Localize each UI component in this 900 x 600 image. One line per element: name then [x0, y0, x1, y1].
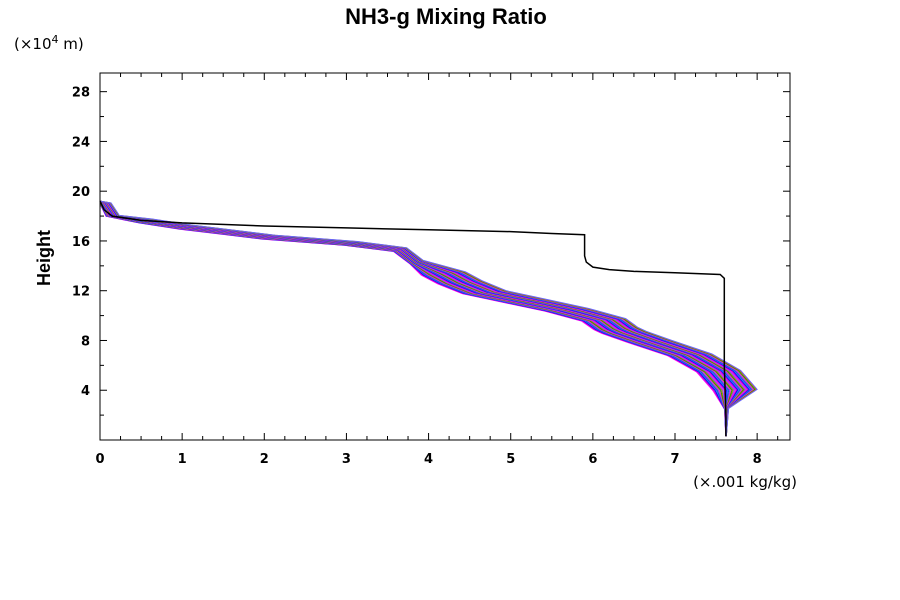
ensemble-series-line [99, 200, 750, 437]
y-axis-label: Height [34, 230, 54, 286]
ensemble-series-line [99, 200, 755, 437]
y-tick-label: 16 [72, 235, 90, 250]
ensemble-series-line [99, 200, 739, 437]
x-axis-unit: (×.001 kg/kg) [693, 473, 797, 491]
ensemble-series-line [99, 200, 747, 437]
x-tick-label: 7 [670, 452, 679, 467]
ensemble-series-line [99, 200, 741, 437]
ensemble-series-line [99, 201, 727, 437]
ensemble-series-line [99, 200, 735, 437]
ensemble-series-line [99, 200, 738, 437]
ensemble-series-line [99, 201, 727, 437]
x-tick-label: 4 [424, 452, 433, 467]
ensemble-series-line [99, 200, 729, 437]
ensemble-series-line [99, 200, 748, 437]
y-axis-unit: (×104 m) [14, 33, 84, 53]
ensemble-series-line [99, 200, 740, 437]
ensemble-series-line [99, 200, 742, 437]
ensemble-series-line [99, 200, 734, 437]
x-tick-label: 3 [342, 452, 351, 467]
ensemble-series-line [99, 200, 753, 437]
plot-curves [99, 200, 758, 437]
ensemble-series-line [99, 200, 730, 437]
ensemble-series-line [99, 200, 727, 437]
x-tick-label: 8 [753, 452, 762, 467]
ensemble-series-line [99, 201, 727, 437]
series-line [99, 200, 727, 437]
ensemble-series-line [99, 200, 746, 437]
y-tick-label: 24 [72, 135, 90, 150]
x-tick-label: 1 [178, 452, 187, 467]
ensemble-series-line [99, 200, 727, 437]
ensemble-series-line [99, 200, 727, 437]
ensemble-series-line [99, 201, 727, 437]
ensemble-series-line [99, 201, 727, 437]
ensemble-series-line [99, 201, 727, 437]
ensemble-series-line [99, 200, 745, 437]
x-tick-label: 0 [95, 452, 104, 467]
ensemble-series-line [99, 201, 727, 437]
ensemble-series-line [99, 201, 727, 437]
ensemble-series-line [99, 200, 744, 437]
x-tick-label: 2 [260, 452, 269, 467]
x-tick-label: 6 [588, 452, 597, 467]
ensemble-series-line [99, 200, 731, 437]
y-tick-label: 8 [81, 334, 90, 349]
y-tick-label: 20 [72, 185, 90, 200]
ensemble-series-line [99, 200, 758, 437]
ensemble-series-line [99, 200, 757, 437]
y-tick-label: 28 [72, 86, 90, 101]
ensemble-series-line [99, 200, 732, 437]
ensemble-series-line [99, 200, 754, 437]
y-tick-label: 4 [81, 384, 90, 399]
ensemble-series-line [99, 200, 749, 437]
ensemble-series-line [99, 200, 752, 437]
ensemble-series-line [99, 200, 737, 437]
ensemble-series-line [99, 200, 756, 437]
plot-frame [99, 72, 791, 441]
x-tick-label: 5 [506, 452, 515, 467]
ensemble-series-line [99, 200, 727, 437]
ensemble-series-line [99, 201, 727, 437]
chart-title: NH3-g Mixing Ratio [345, 4, 547, 29]
y-tick-label: 12 [72, 285, 90, 300]
ensemble-series-line [99, 200, 733, 437]
